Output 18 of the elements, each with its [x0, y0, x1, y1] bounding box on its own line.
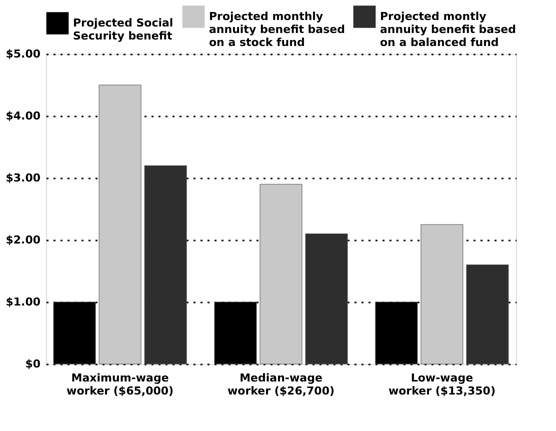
legend-label: Projected monthly annuity benefit based on a stock fund: [209, 10, 345, 49]
bar: [144, 165, 187, 364]
bar: [98, 84, 142, 364]
y-tick-label: $3.00: [6, 172, 41, 184]
y-tick-label: $5.00: [6, 48, 41, 60]
bar: [260, 184, 302, 364]
y-tick-label: $1.00: [6, 296, 41, 308]
x-tick-label: Low-wage worker ($13,350): [388, 372, 496, 398]
x-tick-label: Maximum-wage worker ($65,000): [66, 372, 174, 398]
y-tick-label: $4.00: [6, 110, 41, 122]
bar: [420, 224, 464, 364]
y-tick-label: $0: [25, 358, 41, 370]
y-tick-label: $2.00: [6, 234, 41, 246]
legend-label: Projected montly annuity benefit based on a balanced fund: [380, 10, 516, 49]
bar: [305, 234, 348, 364]
legend-label: Projected Social Security benefit: [73, 16, 174, 42]
x-tick-label: Median-wage worker ($26,700): [227, 372, 335, 398]
bar: [466, 264, 509, 364]
